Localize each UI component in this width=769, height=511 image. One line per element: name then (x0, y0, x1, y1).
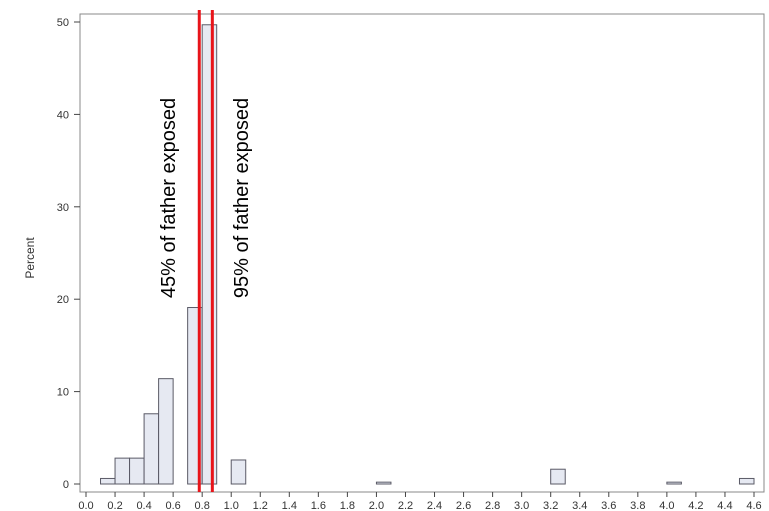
reference-lines (197, 10, 214, 492)
x-tick-label: 2.0 (369, 500, 384, 511)
y-axis-label: Percent (23, 237, 37, 279)
x-tick-label: 3.6 (601, 500, 616, 511)
x-tick-label: 3.4 (572, 500, 587, 511)
x-tick-label: 2.4 (427, 500, 442, 511)
x-tick-label: 4.4 (717, 500, 732, 511)
histogram-bar (100, 477, 116, 485)
y-tick-label: 10 (57, 387, 69, 399)
y-tick-label: 50 (57, 17, 69, 29)
x-tick-label: 4.2 (688, 500, 703, 511)
x-tick-label: 1.2 (253, 500, 268, 511)
x-tick-label: 2.8 (485, 500, 500, 511)
x-tick-label: 2.2 (398, 500, 413, 511)
histogram-bar (738, 477, 755, 485)
y-tick-label: 40 (57, 109, 69, 121)
histogram-bar (114, 457, 131, 485)
histogram-bar (375, 481, 392, 485)
x-tick-label: 3.8 (630, 500, 645, 511)
x-tick-label: 4.6 (746, 500, 761, 511)
x-tick-label: 1.8 (340, 500, 355, 511)
y-tick-label: 0 (63, 479, 69, 491)
histogram-bar (129, 457, 145, 485)
reference-line-annotation: 95% of father exposed (231, 98, 253, 298)
x-tick-label: 1.4 (282, 500, 297, 511)
histogram-bar (143, 413, 160, 485)
histogram-bar (550, 468, 566, 485)
x-tick-label: 0.4 (136, 500, 151, 511)
x-tick-label: 0.0 (78, 500, 93, 511)
histogram-bar (201, 24, 218, 485)
reference-annotations: 45% of father exposed 95% of father expos… (158, 98, 253, 298)
reference-line-annotation: 45% of father exposed (158, 98, 180, 298)
x-tick-label: 0.6 (165, 500, 180, 511)
y-axis: 0 10 20 30 40 50 (57, 17, 80, 491)
x-tick-label: 0.8 (195, 500, 210, 511)
plot-area-frame (79, 13, 765, 493)
histogram-bar (666, 481, 682, 485)
x-tick-label: 0.2 (107, 500, 122, 511)
x-tick-label: 1.0 (224, 500, 239, 511)
x-tick-label: 3.2 (543, 500, 558, 511)
x-tick-label: 1.6 (311, 500, 326, 511)
x-tick-label: 2.6 (456, 500, 471, 511)
x-axis: 0.0 0.2 0.4 0.6 0.8 1.0 1.2 1.4 1.6 1.8 2.0 2.2 2.4 2… (78, 492, 762, 511)
x-tick-label: 4.0 (659, 500, 674, 511)
histogram-bar (158, 378, 174, 485)
y-tick-label: 30 (57, 202, 69, 214)
x-tick-label: 3.0 (514, 500, 529, 511)
histogram-bar (230, 459, 247, 485)
y-tick-label: 20 (57, 294, 69, 306)
